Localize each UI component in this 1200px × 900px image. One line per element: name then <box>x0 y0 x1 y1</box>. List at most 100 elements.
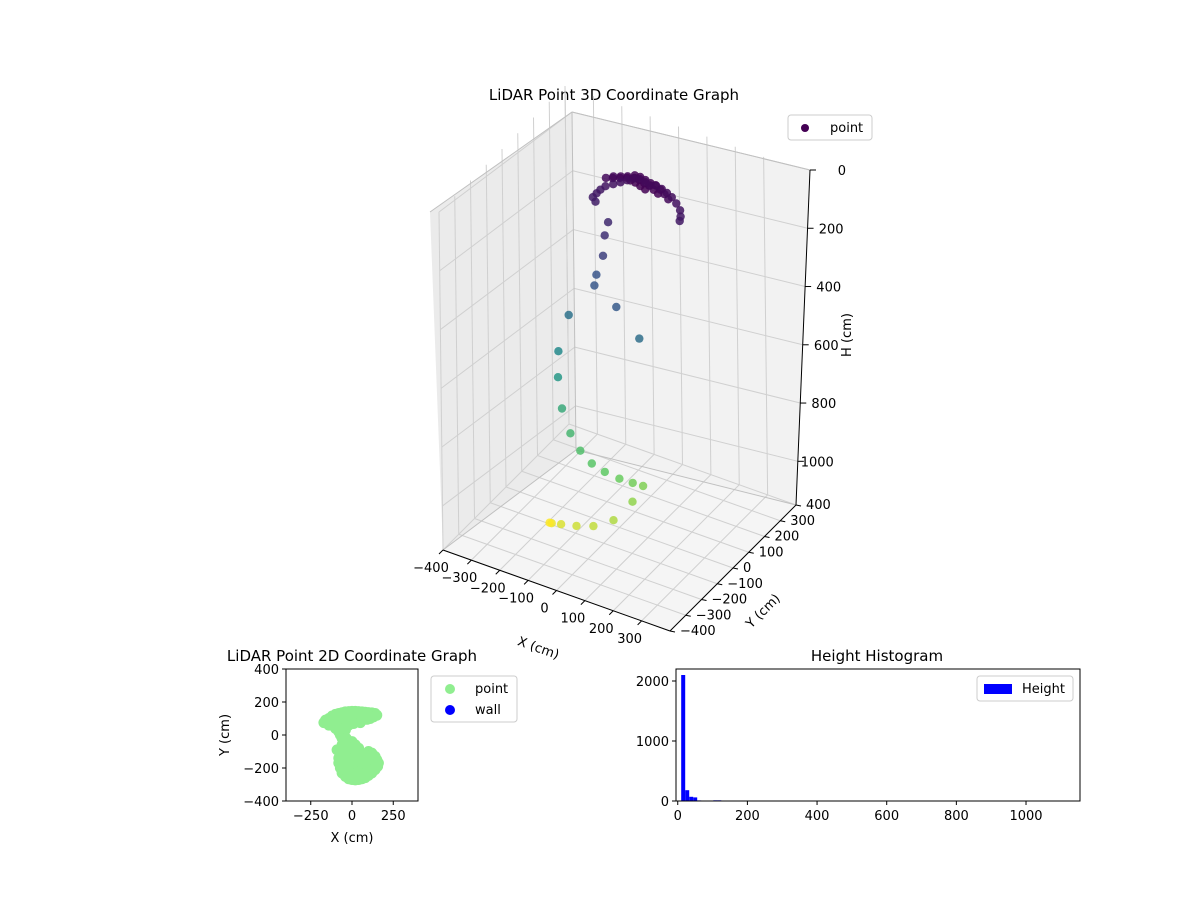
tick-label-y: −100 <box>727 577 763 592</box>
point-3d <box>638 481 648 491</box>
grid-line-z-back <box>574 346 801 404</box>
tick-label-x: −100 <box>498 591 534 606</box>
point-3d <box>675 206 685 215</box>
point-3d <box>576 446 585 455</box>
grid-line-x-back <box>592 96 598 435</box>
point-2d-point <box>367 754 379 766</box>
point-3d <box>600 467 609 477</box>
grid-line-y <box>505 486 734 569</box>
tick-label-x: 0 <box>674 809 682 824</box>
point-3d <box>587 459 596 468</box>
grid-line-x-back <box>734 146 740 485</box>
grid-line-y-left <box>517 133 523 472</box>
grid-line-y <box>458 533 686 616</box>
tick-mark-y <box>732 567 739 570</box>
back-pane <box>572 112 810 505</box>
chart-2d-ylabel: Y (cm) <box>218 714 233 757</box>
tick-mark-x <box>467 559 472 565</box>
tick-label-y: 1000 <box>636 735 669 750</box>
point-3d <box>603 218 613 227</box>
point-3d <box>566 429 575 438</box>
point-3d <box>628 497 637 506</box>
chart-3d-zlabel: H (cm) <box>840 313 855 357</box>
grid-line-y <box>474 518 702 600</box>
chart-3d-ylabel: Y (cm) <box>743 591 784 632</box>
point-2d-point <box>354 717 366 729</box>
grid-line-y-left <box>438 211 444 551</box>
point-3d <box>564 310 573 320</box>
grid-line-y <box>568 423 797 506</box>
histogram-legend: Height <box>976 675 1074 702</box>
tick-mark-y <box>669 630 676 633</box>
tick-mark-y <box>748 551 754 554</box>
point-2d-point <box>331 744 343 756</box>
point-3d <box>545 518 554 527</box>
chart-2d: LiDAR Point 2D Coordinate Graph −250 0 250… <box>218 647 518 846</box>
tick-label-y: −400 <box>680 624 716 639</box>
point-2d-point <box>340 732 352 744</box>
tick-label-y: −200 <box>243 762 279 777</box>
grid-line-y-left <box>501 148 507 488</box>
point-3d <box>615 474 624 483</box>
grid-line-y-left <box>564 85 570 425</box>
tick-label-z: 600 <box>814 339 839 354</box>
tick-mark-y <box>701 599 707 601</box>
chart-2d-title: LiDAR Point 2D Coordinate Graph <box>227 647 477 665</box>
tick-label-y: 2000 <box>636 675 669 690</box>
legend-box <box>787 114 873 141</box>
grid-line-y <box>521 470 749 553</box>
histogram-bar <box>693 797 698 801</box>
tick-label-z: 800 <box>811 397 836 412</box>
tick-label-y: 200 <box>775 530 800 545</box>
tick-label-z: 1000 <box>801 455 834 470</box>
grid-line-y-left <box>470 180 475 519</box>
point-3d <box>592 270 601 279</box>
grid-line-z-left <box>439 170 573 272</box>
tick-label-x: 300 <box>617 632 642 647</box>
pane-edges <box>429 111 811 551</box>
legend-marker-height <box>984 684 1012 694</box>
grid-line-y-left <box>485 164 491 503</box>
point-3d <box>553 373 563 382</box>
chart-3d-xlabel: X (cm) <box>515 634 561 663</box>
point-3d <box>600 231 609 240</box>
grid-line-z-left <box>441 346 576 448</box>
plot-frame-hist <box>675 668 1081 802</box>
tick-mark-y <box>764 536 770 538</box>
grid-line-y <box>553 439 781 522</box>
point-3d <box>612 302 621 312</box>
point-3d <box>616 178 625 187</box>
point-3d <box>616 172 625 181</box>
point-3d <box>557 404 567 413</box>
point-3d <box>598 251 608 260</box>
grid-line-z-left <box>442 405 576 507</box>
point-3d <box>629 174 638 183</box>
tick-mark-y <box>685 614 691 617</box>
tick-label-x: 200 <box>735 809 760 824</box>
tick-label-y: 400 <box>806 498 831 513</box>
grid-line-y-left <box>548 101 554 440</box>
z-axis-3d <box>795 169 811 506</box>
point-2d-point <box>359 749 371 761</box>
grid-line-x-back <box>649 116 655 455</box>
tick-label-x: 250 <box>381 809 406 824</box>
tick-label-y: 400 <box>254 663 279 678</box>
grid-line-x-back <box>706 136 712 475</box>
grid-line-z-left <box>440 229 574 330</box>
tick-label-x: 400 <box>805 809 830 824</box>
point-3d <box>554 347 563 356</box>
legend-label-height: Height <box>1022 682 1065 697</box>
tick-label-y: −200 <box>712 593 748 608</box>
grid-line-z-left <box>440 287 575 389</box>
ticks-histogram: 0 200 400 600 800 1000 0 1000 2000 <box>636 675 1043 824</box>
grid-line-y-left <box>454 196 460 535</box>
tick-label-x: 200 <box>589 622 614 637</box>
tick-label-z: 200 <box>819 222 844 237</box>
point-3d <box>672 199 681 208</box>
point-3d <box>556 520 566 529</box>
legend-label-point: point <box>830 121 863 136</box>
tick-label-x: 100 <box>560 612 585 627</box>
point-3d <box>601 173 611 183</box>
tick-label-z: 0 <box>838 164 846 179</box>
